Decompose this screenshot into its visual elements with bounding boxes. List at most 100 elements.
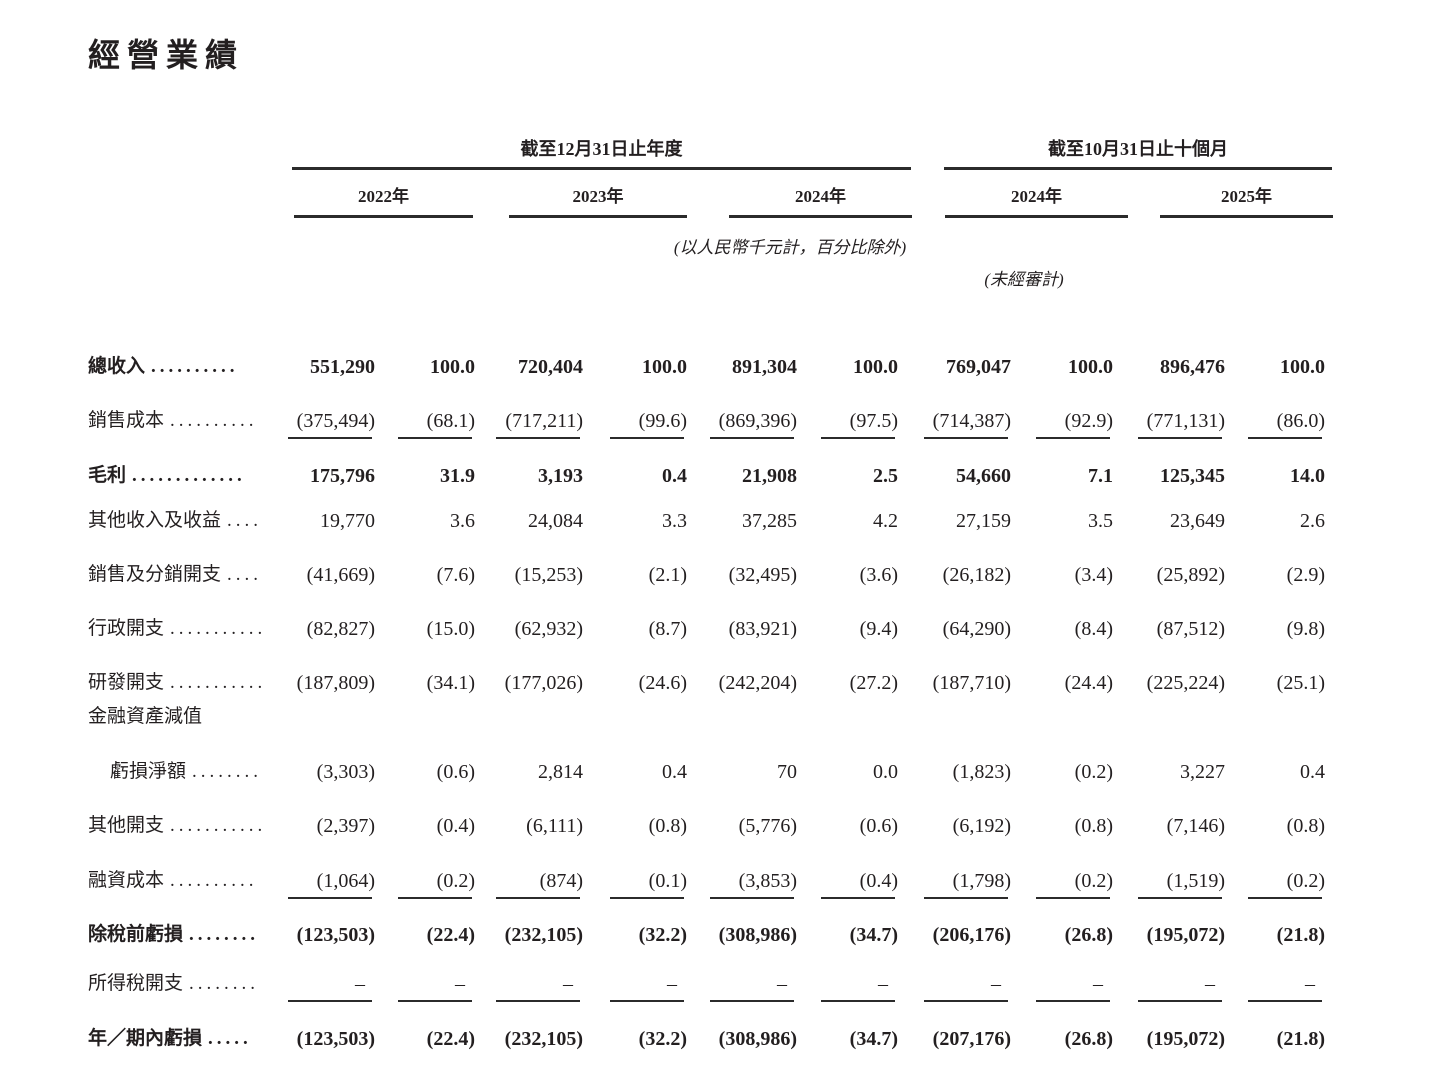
column-underline — [710, 1000, 794, 1002]
table-row: 融資成本.......... (1,064) (0.2) (874) (0.1) (3,8… — [88, 866, 1328, 899]
value-percent: (3.6) — [859, 564, 898, 586]
row-label-text: 其他開支 — [88, 815, 165, 836]
value-amount: 70 — [777, 761, 797, 783]
value-amount: (41,669) — [306, 564, 375, 586]
column-header-2024: 2024年 — [729, 184, 912, 218]
value-percent: (34.7) — [849, 924, 898, 946]
value-percent: 100.0 — [1068, 356, 1113, 378]
value-percent: 3.3 — [662, 510, 687, 532]
value-amount: (187,710) — [932, 672, 1011, 694]
column-underline — [288, 897, 372, 899]
value-percent: – — [800, 969, 901, 1002]
dot-leader: ........... — [170, 815, 267, 836]
row-label-text: 所得稅開支 — [88, 973, 184, 994]
value-amount: (62,932) — [514, 618, 583, 640]
table-row: 銷售及分銷開支.... (41,669) (7.6) (15,253) (2.1) (32… — [88, 560, 1328, 590]
value-percent: (24.6) — [638, 672, 687, 694]
value-amount: (242,204) — [718, 672, 797, 694]
dot-leader: .......... — [170, 870, 258, 891]
value-percent: (32.2) — [638, 924, 687, 946]
value-percent: (97.5) — [800, 406, 901, 439]
column-underline — [610, 1000, 684, 1002]
value-percent: 3.6 — [450, 510, 475, 532]
value-percent: (22.4) — [426, 924, 475, 946]
column-underline — [924, 1000, 1008, 1002]
value-amount: 175,796 — [310, 465, 375, 487]
row-label: 虧損淨額........ — [88, 757, 292, 787]
column-underline — [1248, 1000, 1322, 1002]
value-percent: (86.0) — [1228, 406, 1328, 439]
value-amount: (6,192) — [952, 815, 1011, 837]
column-underline — [924, 897, 1008, 899]
column-underline — [1036, 1000, 1110, 1002]
dot-leader: ........... — [170, 618, 267, 639]
column-group-header-label: 截至12月31日止年度 — [520, 139, 683, 159]
value-amount: 37,285 — [742, 510, 797, 532]
value-percent: – — [1228, 969, 1328, 1002]
value-amount: (232,105) — [504, 1028, 583, 1050]
value-amount: (123,503) — [296, 1028, 375, 1050]
value-percent: (0.8) — [648, 815, 687, 837]
value-percent: 4.2 — [873, 510, 898, 532]
value-percent: (0.8) — [1074, 815, 1113, 837]
column-underline — [924, 437, 1008, 439]
value-amount: (15,253) — [514, 564, 583, 586]
value-percent: 2.6 — [1300, 510, 1325, 532]
value-percent: (0.2) — [378, 866, 478, 899]
value-amount: (195,072) — [1146, 1028, 1225, 1050]
value-percent: (0.1) — [586, 866, 690, 899]
row-label-text: 研發開支 — [88, 672, 165, 693]
value-amount: (232,105) — [504, 924, 583, 946]
column-underline — [610, 437, 684, 439]
value-percent: (26.8) — [1064, 924, 1113, 946]
column-underline — [710, 897, 794, 899]
value-percent: – — [1014, 969, 1116, 1002]
value-amount: (195,072) — [1146, 924, 1225, 946]
value-percent: (34.1) — [426, 672, 475, 694]
value-percent: (92.9) — [1014, 406, 1116, 439]
value-percent: (26.8) — [1064, 1028, 1113, 1050]
value-amount: 27,159 — [956, 510, 1011, 532]
value-amount: (375,494) — [288, 406, 378, 439]
row-label: 銷售成本.......... — [88, 406, 292, 436]
value-percent: (99.6) — [586, 406, 690, 439]
value-amount: (717,211) — [478, 406, 586, 439]
value-amount: 896,476 — [1160, 356, 1225, 378]
column-underline — [398, 437, 472, 439]
value-percent: 14.0 — [1290, 465, 1325, 487]
unaudited-note: (未經審計) — [984, 270, 1064, 289]
value-percent: 100.0 — [853, 356, 898, 378]
value-percent: (22.4) — [426, 1028, 475, 1050]
value-amount: 2,814 — [538, 761, 583, 783]
value-percent: (25.1) — [1276, 672, 1325, 694]
column-header-2022: 2022年 — [294, 184, 473, 218]
row-label-text: 虧損淨額 — [110, 761, 187, 782]
table-row: 總收入.......... 551,290 100.0 720,404 100.0 891… — [88, 352, 1328, 382]
column-underline — [821, 1000, 895, 1002]
value-percent: (0.6) — [859, 815, 898, 837]
value-amount: (206,176) — [932, 924, 1011, 946]
value-amount: (64,290) — [942, 618, 1011, 640]
row-label-text: 銷售及分銷開支 — [88, 564, 222, 585]
column-underline — [1248, 437, 1322, 439]
dot-leader: .......... — [170, 410, 258, 431]
value-amount: (207,176) — [932, 1028, 1011, 1050]
row-label: 除稅前虧損........ — [88, 920, 292, 950]
value-percent: 0.4 — [662, 761, 687, 783]
table-row: 其他開支........... (2,397) (0.4) (6,111) (0.8) (… — [88, 811, 1328, 841]
value-percent: (0.2) — [1074, 761, 1113, 783]
value-percent: 100.0 — [642, 356, 687, 378]
value-percent: (9.8) — [1286, 618, 1325, 640]
value-percent: 100.0 — [1280, 356, 1325, 378]
value-percent: (0.8) — [1286, 815, 1325, 837]
value-amount: (123,503) — [296, 924, 375, 946]
value-amount: (714,387) — [901, 406, 1014, 439]
value-percent: 3.5 — [1088, 510, 1113, 532]
value-amount: 551,290 — [310, 356, 375, 378]
column-underline — [496, 437, 580, 439]
column-underline — [496, 1000, 580, 1002]
row-label: 行政開支........... — [88, 614, 292, 644]
table-row: 年／期內虧損..... (123,503) (22.4) (232,105) (32.2… — [88, 1024, 1328, 1054]
column-underline — [398, 897, 472, 899]
column-underline — [496, 897, 580, 899]
